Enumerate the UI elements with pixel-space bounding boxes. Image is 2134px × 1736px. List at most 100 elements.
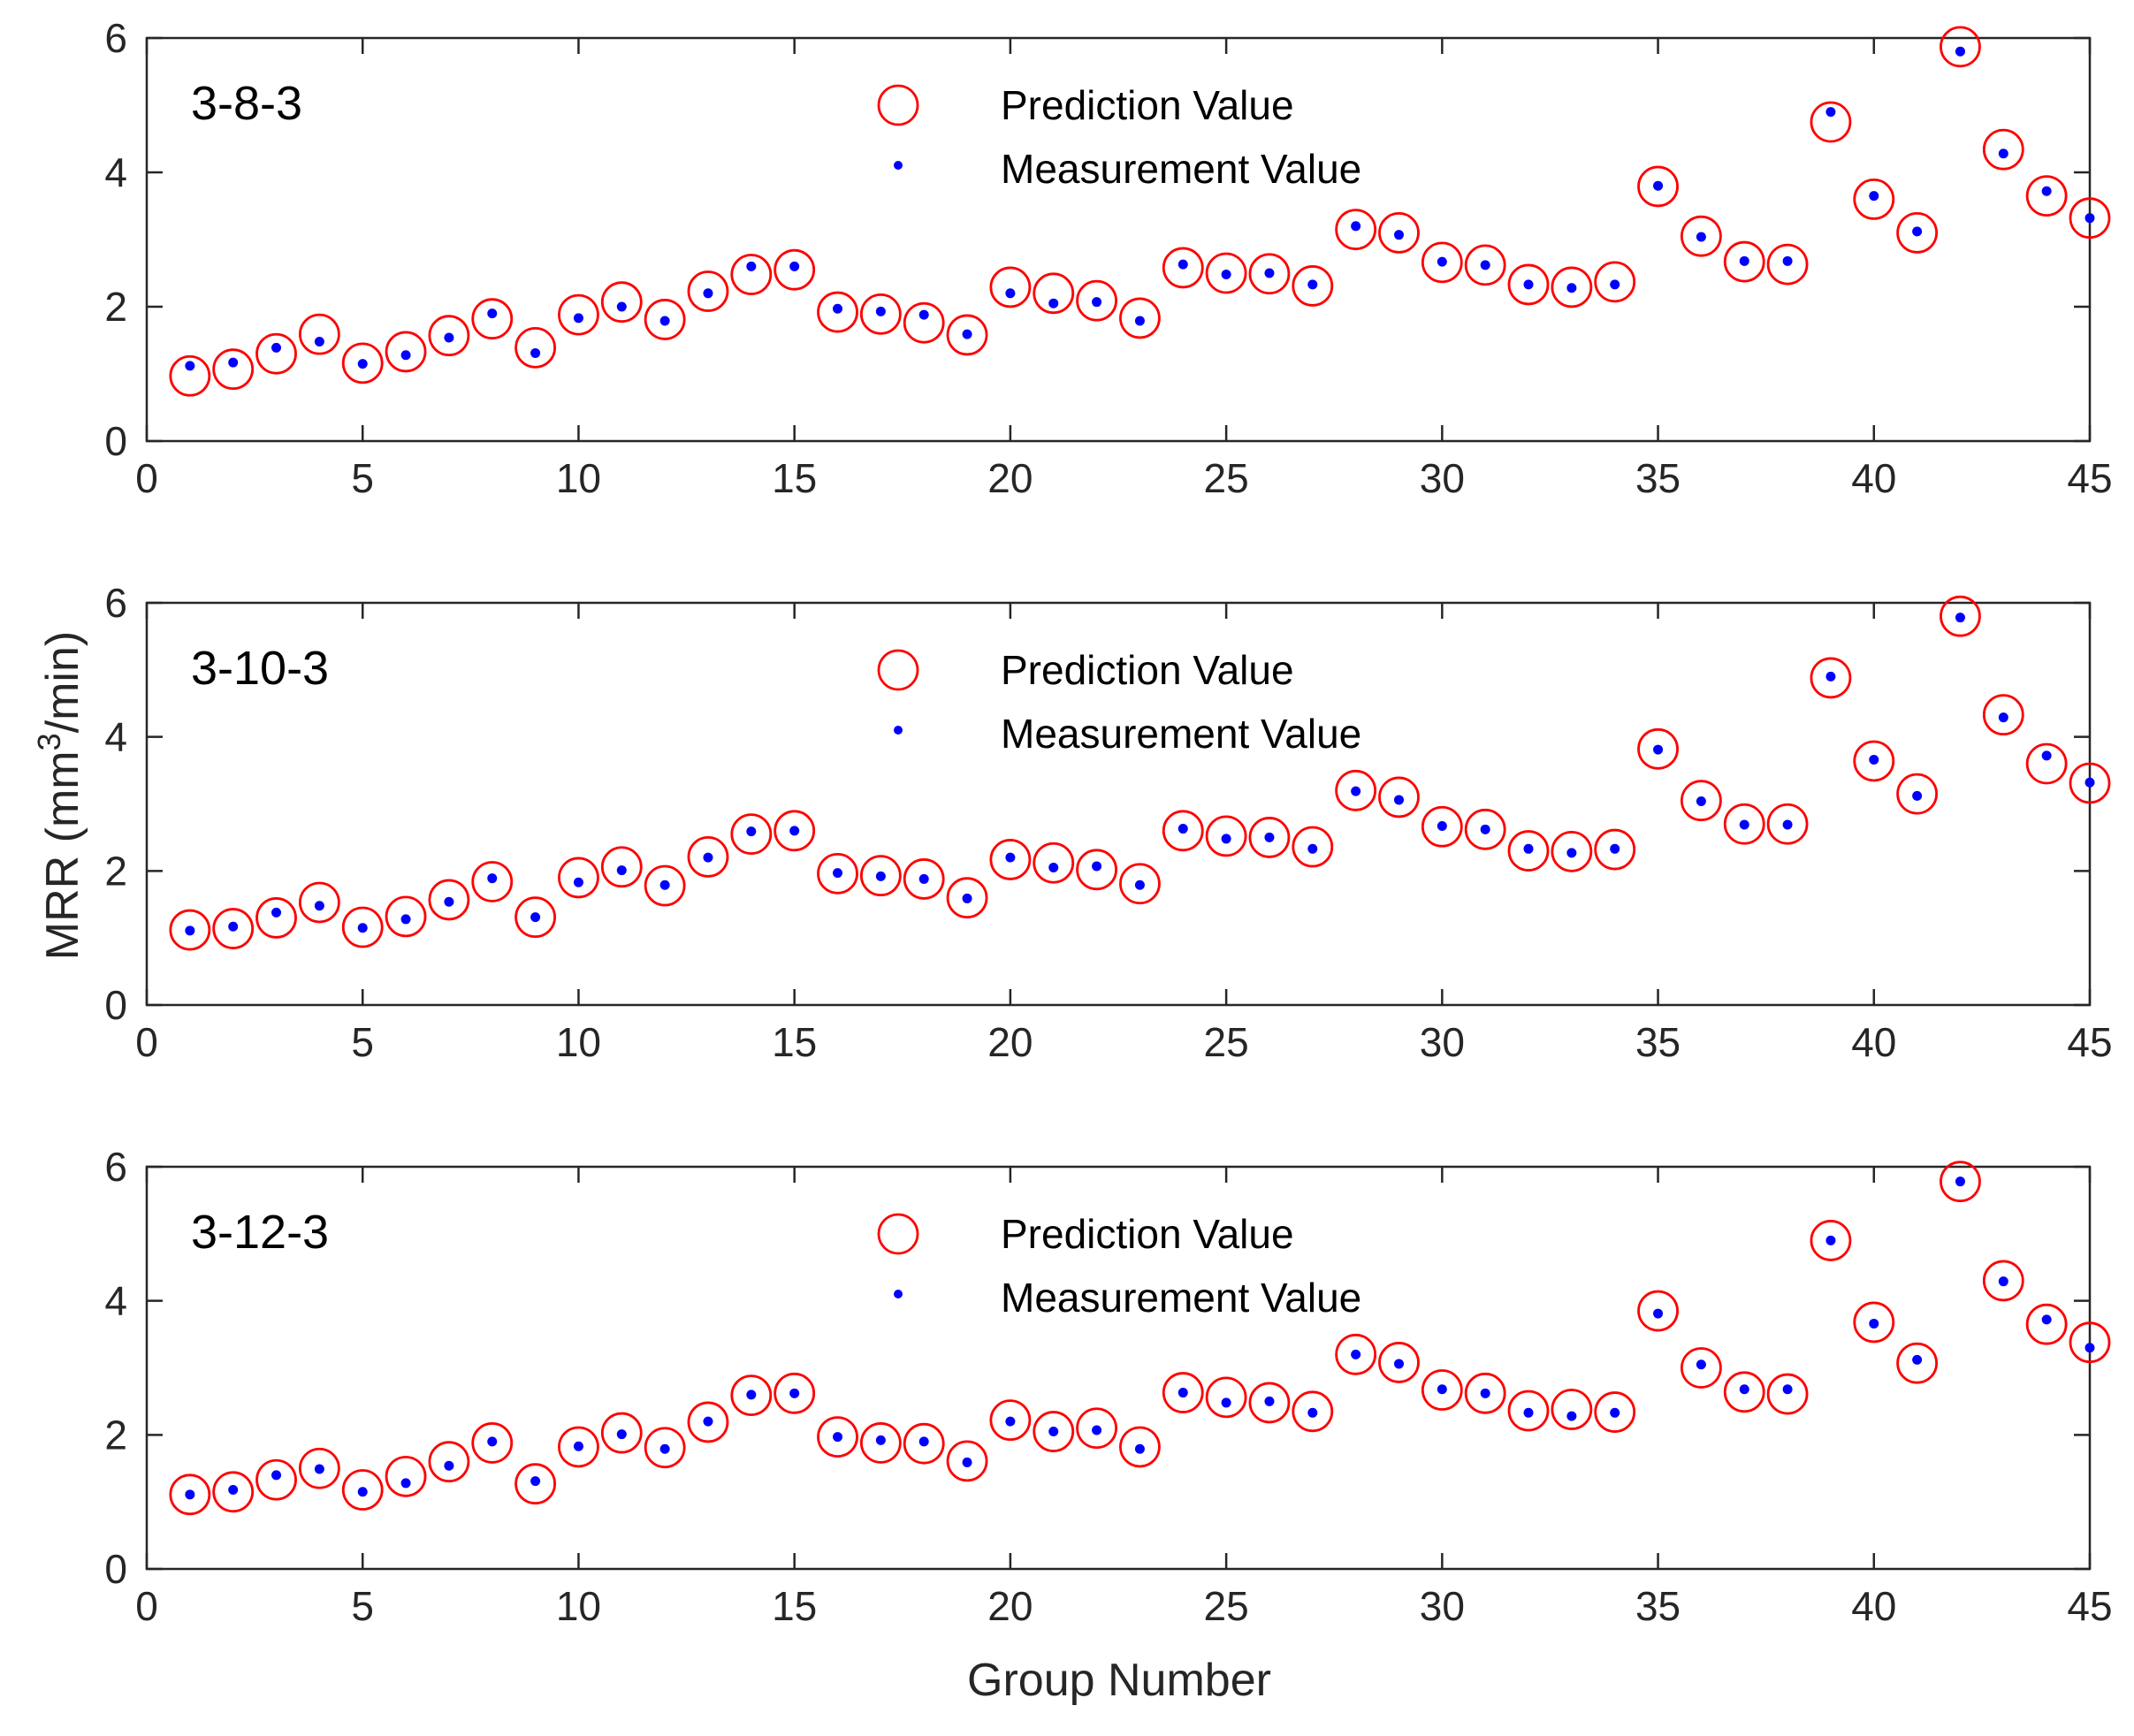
prediction-point bbox=[385, 331, 427, 373]
x-tick-label: 20 bbox=[987, 1583, 1033, 1629]
y-tick-label: 6 bbox=[104, 580, 127, 626]
prediction-point bbox=[2069, 197, 2111, 240]
prediction-point bbox=[385, 895, 427, 938]
x-tick-label: 35 bbox=[1635, 455, 1681, 501]
measurement-point bbox=[1437, 256, 1447, 267]
prediction-point bbox=[1248, 253, 1291, 295]
prediction-point bbox=[514, 1463, 556, 1505]
measurement-point bbox=[487, 308, 498, 319]
measurement-point bbox=[2084, 213, 2095, 224]
measurement-point bbox=[1912, 790, 1923, 801]
measurement-point bbox=[1782, 1384, 1793, 1395]
measurement-point bbox=[1393, 795, 1404, 805]
prediction-point bbox=[1076, 279, 1117, 322]
y-tick-label: 0 bbox=[104, 982, 127, 1028]
measurement-point bbox=[1437, 821, 1447, 832]
prediction-point bbox=[169, 909, 211, 951]
prediction-point bbox=[600, 1412, 643, 1454]
measurement-point bbox=[1696, 232, 1706, 242]
prediction-point bbox=[946, 314, 988, 356]
prediction-point bbox=[1033, 272, 1075, 315]
measurement-point bbox=[1825, 1235, 1836, 1245]
chart-panel-3-10-3: 0 5 10 15 20 25 30 35 40 45 0 2 4 6 3-10-3 Prediction V… bbox=[104, 580, 2112, 1065]
x-tick-label: 25 bbox=[1204, 1583, 1249, 1629]
measurement-point bbox=[357, 1487, 368, 1497]
x-tick-label: 25 bbox=[1204, 1019, 1249, 1065]
measurement-point bbox=[1782, 255, 1793, 266]
prediction-point bbox=[1335, 769, 1377, 811]
measurement-point bbox=[1696, 796, 1706, 806]
prediction-point bbox=[817, 1416, 858, 1458]
prediction-point bbox=[1594, 828, 1636, 871]
measurement-point bbox=[1307, 1407, 1318, 1418]
prediction-point bbox=[1810, 101, 1852, 143]
prediction-point bbox=[1033, 1411, 1075, 1452]
measurement-point bbox=[1178, 824, 1188, 834]
measurement-point bbox=[1264, 832, 1275, 842]
measurement-point bbox=[616, 1429, 627, 1440]
measurement-point bbox=[659, 1443, 670, 1454]
measurement-point bbox=[659, 316, 670, 326]
prediction-point bbox=[1335, 1333, 1377, 1375]
x-tick-label: 20 bbox=[987, 1019, 1033, 1065]
measurement-point bbox=[1005, 1416, 1016, 1427]
prediction-point bbox=[1162, 810, 1204, 852]
measurement-point bbox=[1912, 1354, 1923, 1365]
prediction-point bbox=[514, 896, 556, 939]
y-tick-label: 6 bbox=[104, 15, 127, 61]
x-tick-label: 0 bbox=[135, 1583, 158, 1629]
measurement-point bbox=[1178, 1388, 1188, 1398]
measurement-point bbox=[185, 1489, 195, 1500]
measurement-point bbox=[1869, 1318, 1879, 1329]
prediction-point bbox=[644, 1427, 686, 1469]
prediction-point bbox=[1551, 266, 1593, 308]
measurement-point bbox=[833, 303, 843, 314]
prediction-point bbox=[903, 1422, 945, 1465]
prediction-point bbox=[514, 326, 556, 369]
measurement-point bbox=[1393, 1359, 1404, 1369]
measurement-point bbox=[271, 1470, 282, 1481]
measurement-point bbox=[703, 288, 713, 299]
measurement-point bbox=[314, 901, 324, 911]
measurement-point bbox=[400, 914, 411, 925]
panel-label: 3-10-3 bbox=[191, 642, 329, 695]
measurement-point bbox=[789, 826, 800, 836]
x-tick-label: 35 bbox=[1635, 1019, 1681, 1065]
measurement-point bbox=[1523, 843, 1534, 854]
measurement-point bbox=[2041, 186, 2052, 196]
prediction-point bbox=[298, 881, 340, 924]
prediction-point bbox=[169, 1473, 211, 1516]
measurement-point bbox=[1005, 852, 1016, 863]
measurement-point bbox=[1998, 148, 2008, 159]
measurement-point bbox=[1955, 1176, 1965, 1187]
x-tick-label: 15 bbox=[772, 1019, 817, 1065]
legend-measurement-marker bbox=[894, 726, 903, 735]
measurement-point bbox=[530, 912, 541, 923]
measurement-point bbox=[530, 347, 541, 358]
prediction-point bbox=[774, 810, 816, 852]
prediction-point bbox=[1378, 211, 1420, 254]
prediction-point bbox=[989, 1399, 1032, 1442]
prediction-point bbox=[1033, 841, 1075, 884]
measurement-point bbox=[1221, 270, 1231, 280]
x-tick-label: 10 bbox=[556, 1019, 601, 1065]
prediction-point bbox=[1421, 241, 1463, 284]
prediction-point bbox=[212, 348, 255, 391]
measurement-point bbox=[1523, 1407, 1534, 1418]
measurement-point bbox=[616, 865, 627, 876]
plot-frame bbox=[145, 36, 2092, 443]
x-tick-label: 30 bbox=[1420, 455, 1465, 501]
x-tick-label: 30 bbox=[1420, 1019, 1465, 1065]
measurement-point bbox=[1739, 1384, 1749, 1395]
measurement-point bbox=[1825, 107, 1836, 118]
measurement-point bbox=[1134, 316, 1145, 326]
measurement-point bbox=[357, 923, 368, 933]
prediction-point bbox=[1853, 740, 1895, 782]
legend-measurement-label: Measurement Value bbox=[1001, 146, 1361, 192]
measurement-point bbox=[746, 1390, 757, 1400]
measurement-point bbox=[1092, 1425, 1102, 1435]
measurement-point bbox=[2041, 750, 2052, 761]
prediction-point bbox=[212, 1471, 255, 1513]
measurement-point bbox=[1480, 824, 1490, 834]
